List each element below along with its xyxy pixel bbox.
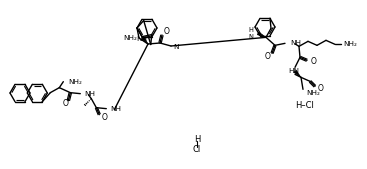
Text: O: O: [62, 99, 68, 108]
Text: HN: HN: [288, 68, 299, 74]
Text: O: O: [311, 57, 317, 66]
Text: H
N: H N: [248, 27, 253, 40]
Text: NH: NH: [84, 91, 95, 97]
Text: NH₂: NH₂: [343, 41, 357, 47]
Text: NH: NH: [110, 106, 121, 112]
Text: O: O: [318, 84, 324, 93]
Text: O: O: [164, 28, 170, 37]
Text: O: O: [101, 113, 107, 122]
Text: H: H: [194, 135, 200, 143]
Text: NH₂: NH₂: [123, 35, 137, 41]
Text: Cl: Cl: [193, 144, 201, 153]
Text: NH: NH: [137, 35, 148, 42]
Text: NH₂: NH₂: [306, 90, 320, 96]
Text: O: O: [265, 52, 271, 61]
Text: NH₂: NH₂: [68, 79, 82, 85]
Polygon shape: [257, 32, 266, 37]
Text: N: N: [173, 44, 178, 50]
Polygon shape: [142, 37, 148, 44]
Polygon shape: [294, 70, 301, 77]
Text: NH: NH: [290, 40, 301, 46]
Text: H–Cl: H–Cl: [295, 101, 315, 110]
